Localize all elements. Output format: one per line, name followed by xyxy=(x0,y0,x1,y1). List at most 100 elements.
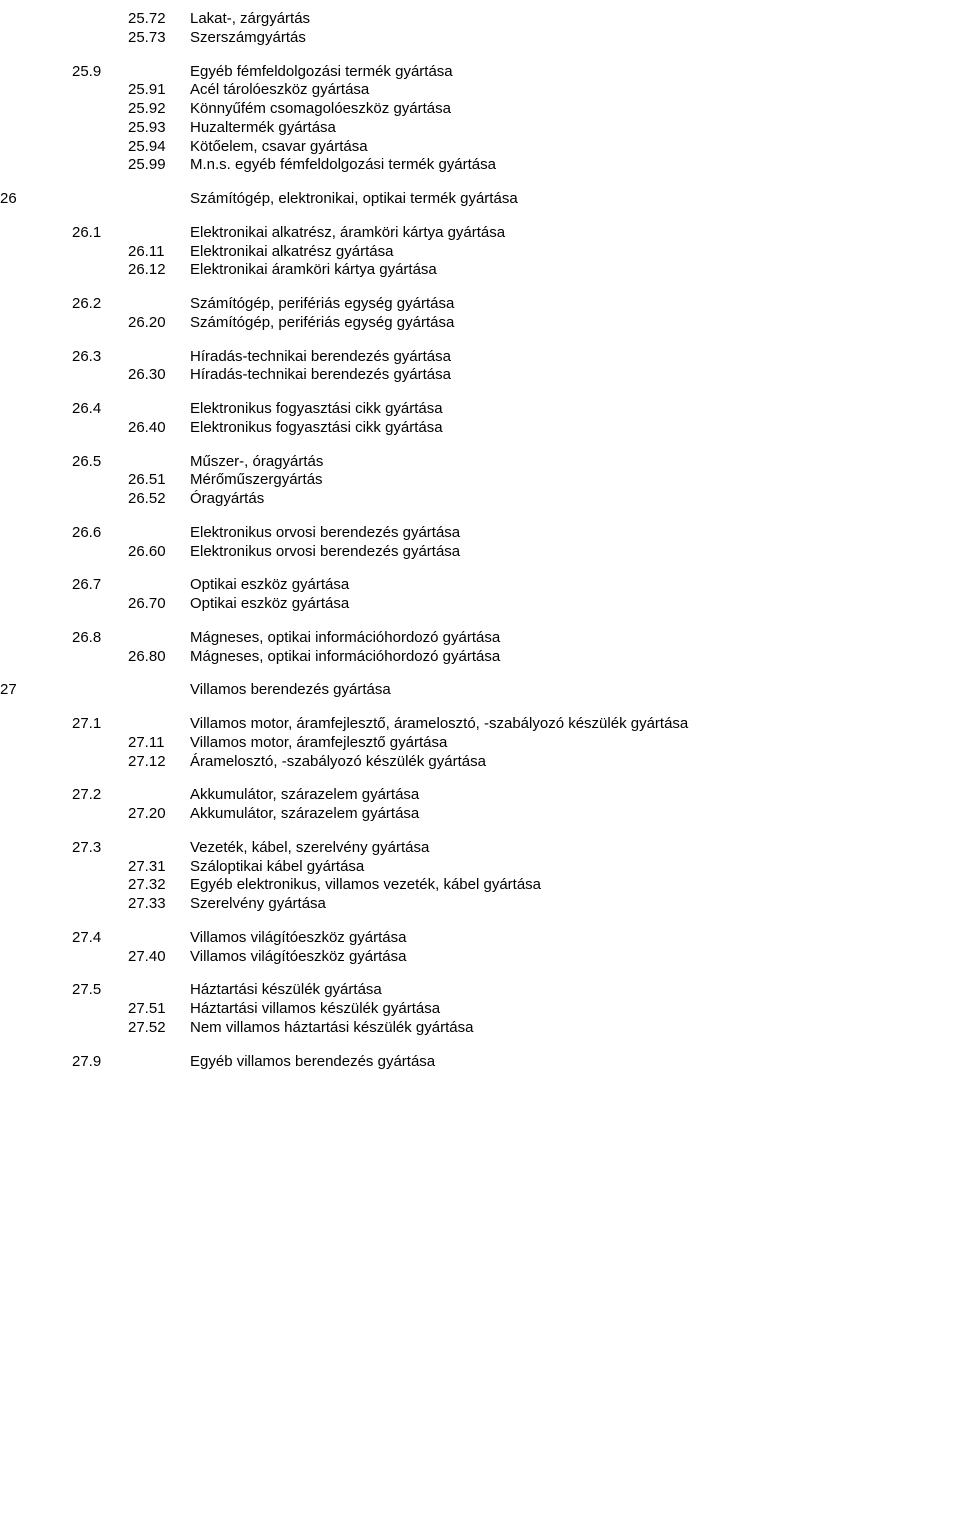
code-level3: 27.31 xyxy=(128,858,190,877)
code-level2: 27.2 xyxy=(72,786,128,805)
spacer xyxy=(0,966,960,981)
code-level2: 26.8 xyxy=(72,629,128,648)
spacer xyxy=(0,700,960,715)
row-text: M.n.s. egyéb fémfeldolgozási termék gyár… xyxy=(190,156,960,175)
row-text: Lakat-, zárgyártás xyxy=(190,10,960,29)
code-level1: 27 xyxy=(0,681,72,700)
row-text: Kötőelem, csavar gyártása xyxy=(190,138,960,157)
code-level2: 26.6 xyxy=(72,524,128,543)
code-level3: 26.12 xyxy=(128,261,190,280)
row-text: Villamos motor, áramfejlesztő, áramelosz… xyxy=(190,715,960,734)
row-text: Óragyártás xyxy=(190,490,960,509)
spacer xyxy=(0,333,960,348)
list-row: 26.51Mérőműszergyártás xyxy=(0,471,960,490)
row-text: Száloptikai kábel gyártása xyxy=(190,858,960,877)
spacer xyxy=(0,561,960,576)
list-row: 26.60Elektronikus orvosi berendezés gyár… xyxy=(0,543,960,562)
list-row: 27.40Villamos világítóeszköz gyártása xyxy=(0,948,960,967)
code-level2: 27.1 xyxy=(72,715,128,734)
row-text: Villamos berendezés gyártása xyxy=(190,681,960,700)
spacer xyxy=(0,209,960,224)
row-text: Könnyűfém csomagolóeszköz gyártása xyxy=(190,100,960,119)
list-row: 26.6Elektronikus orvosi berendezés gyárt… xyxy=(0,524,960,543)
row-text: Elektronikus fogyasztási cikk gyártása xyxy=(190,400,960,419)
spacer xyxy=(0,280,960,295)
code-level3: 27.32 xyxy=(128,876,190,895)
code-level3: 27.51 xyxy=(128,1000,190,1019)
row-text: Optikai eszköz gyártása xyxy=(190,576,960,595)
row-text: Szerszámgyártás xyxy=(190,29,960,48)
code-level2: 25.9 xyxy=(72,63,128,82)
code-level3: 25.99 xyxy=(128,156,190,175)
list-row: 27.32Egyéb elektronikus, villamos vezeté… xyxy=(0,876,960,895)
row-text: Elektronikai alkatrész gyártása xyxy=(190,243,960,262)
row-text: Akkumulátor, szárazelem gyártása xyxy=(190,805,960,824)
row-text: Villamos világítóeszköz gyártása xyxy=(190,929,960,948)
code-level2: 26.5 xyxy=(72,453,128,472)
list-row: 26.70Optikai eszköz gyártása xyxy=(0,595,960,614)
spacer xyxy=(0,614,960,629)
row-text: Háztartási villamos készülék gyártása xyxy=(190,1000,960,1019)
code-level2: 27.4 xyxy=(72,929,128,948)
code-level3: 27.33 xyxy=(128,895,190,914)
row-text: Villamos világítóeszköz gyártása xyxy=(190,948,960,967)
code-level3: 25.94 xyxy=(128,138,190,157)
spacer xyxy=(0,48,960,63)
code-level3: 26.20 xyxy=(128,314,190,333)
spacer xyxy=(0,509,960,524)
list-row: 25.93Huzaltermék gyártása xyxy=(0,119,960,138)
code-level3: 26.80 xyxy=(128,648,190,667)
list-row: 26Számítógép, elektronikai, optikai term… xyxy=(0,190,960,209)
row-text: Szerelvény gyártása xyxy=(190,895,960,914)
row-text: Számítógép, perifériás egység gyártása xyxy=(190,295,960,314)
spacer xyxy=(0,1038,960,1053)
list-row: 27.20Akkumulátor, szárazelem gyártása xyxy=(0,805,960,824)
row-text: Elektronikus fogyasztási cikk gyártása xyxy=(190,419,960,438)
code-level2: 26.2 xyxy=(72,295,128,314)
list-row: 27.52Nem villamos háztartási készülék gy… xyxy=(0,1019,960,1038)
list-row: 27.5Háztartási készülék gyártása xyxy=(0,981,960,1000)
code-level3: 25.72 xyxy=(128,10,190,29)
code-level2: 27.3 xyxy=(72,839,128,858)
code-level3: 26.40 xyxy=(128,419,190,438)
list-row: 27.12Áramelosztó, -szabályozó készülék g… xyxy=(0,753,960,772)
code-level3: 25.93 xyxy=(128,119,190,138)
row-text: Egyéb fémfeldolgozási termék gyártása xyxy=(190,63,960,82)
code-level3: 26.30 xyxy=(128,366,190,385)
row-text: Műszer-, óragyártás xyxy=(190,453,960,472)
spacer xyxy=(0,385,960,400)
code-level2: 26.1 xyxy=(72,224,128,243)
code-level3: 27.12 xyxy=(128,753,190,772)
list-row: 26.3Híradás-technikai berendezés gyártás… xyxy=(0,348,960,367)
list-row: 26.2 Számítógép, perifériás egység gyártá… xyxy=(0,295,960,314)
spacer xyxy=(0,824,960,839)
code-level2: 26.7 xyxy=(72,576,128,595)
list-row: 26.5 Műszer-, óragyártás xyxy=(0,453,960,472)
list-row: 27.1 Villamos motor, áramfejlesztő, árame… xyxy=(0,715,960,734)
code-level3: 25.92 xyxy=(128,100,190,119)
code-level3: 26.51 xyxy=(128,471,190,490)
row-text: Háztartási készülék gyártása xyxy=(190,981,960,1000)
row-text: Elektronikai alkatrész, áramköri kártya … xyxy=(190,224,960,243)
row-text: Áramelosztó, -szabályozó készülék gyártá… xyxy=(190,753,960,772)
list-row: 25.91Acél tárolóeszköz gyártása xyxy=(0,81,960,100)
code-level2: 26.3 xyxy=(72,348,128,367)
list-row: 27 Villamos berendezés gyártása xyxy=(0,681,960,700)
code-level3: 25.73 xyxy=(128,29,190,48)
list-row: 25.92Könnyűfém csomagolóeszköz gyártása xyxy=(0,100,960,119)
list-row: 26.7 Optikai eszköz gyártása xyxy=(0,576,960,595)
code-level2: 27.9 xyxy=(72,1053,128,1072)
row-text: Egyéb villamos berendezés gyártása xyxy=(190,1053,960,1072)
list-row: 27.51Háztartási villamos készülék gyártá… xyxy=(0,1000,960,1019)
list-row: 25.99M.n.s. egyéb fémfeldolgozási termék… xyxy=(0,156,960,175)
list-row: 27.4 Villamos világítóeszköz gyártása xyxy=(0,929,960,948)
list-row: 25.73Szerszámgyártás xyxy=(0,29,960,48)
row-text: Optikai eszköz gyártása xyxy=(190,595,960,614)
row-text: Akkumulátor, szárazelem gyártása xyxy=(190,786,960,805)
row-text: Villamos motor, áramfejlesztő gyártása xyxy=(190,734,960,753)
spacer xyxy=(0,666,960,681)
code-level3: 26.70 xyxy=(128,595,190,614)
spacer xyxy=(0,771,960,786)
row-text: Egyéb elektronikus, villamos vezeték, ká… xyxy=(190,876,960,895)
list-row: 26.4Elektronikus fogyasztási cikk gyártá… xyxy=(0,400,960,419)
